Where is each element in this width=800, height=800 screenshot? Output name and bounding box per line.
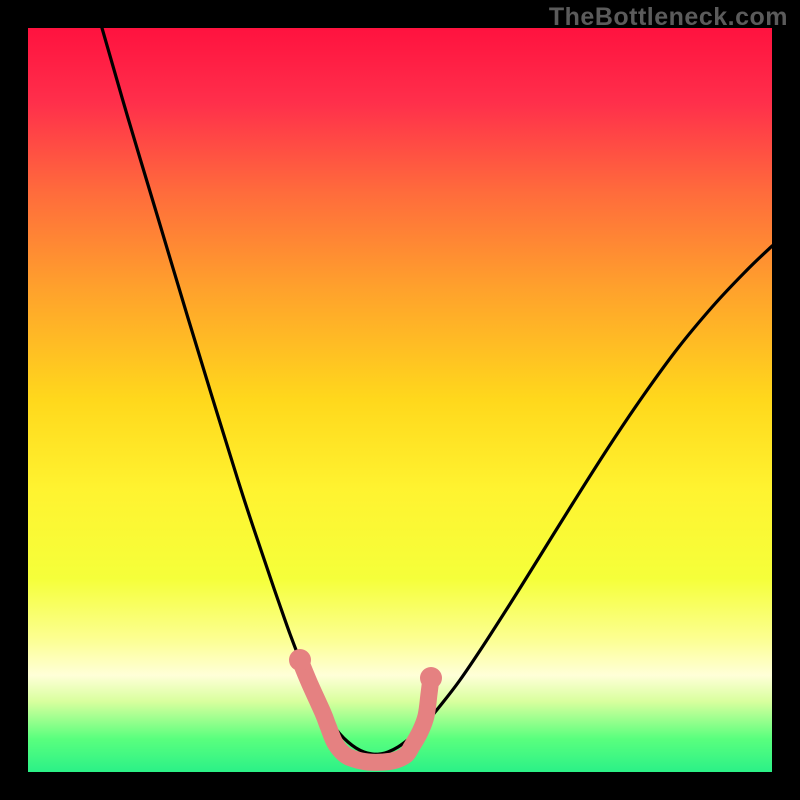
highlight-endpoint-1	[420, 667, 442, 689]
highlight-bracket	[300, 660, 431, 762]
curve-layer	[28, 28, 772, 772]
chart-frame: TheBottleneck.com	[0, 0, 800, 800]
highlight-endpoint-0	[289, 649, 311, 671]
valley-curve	[102, 28, 772, 754]
plot-area	[28, 28, 772, 772]
